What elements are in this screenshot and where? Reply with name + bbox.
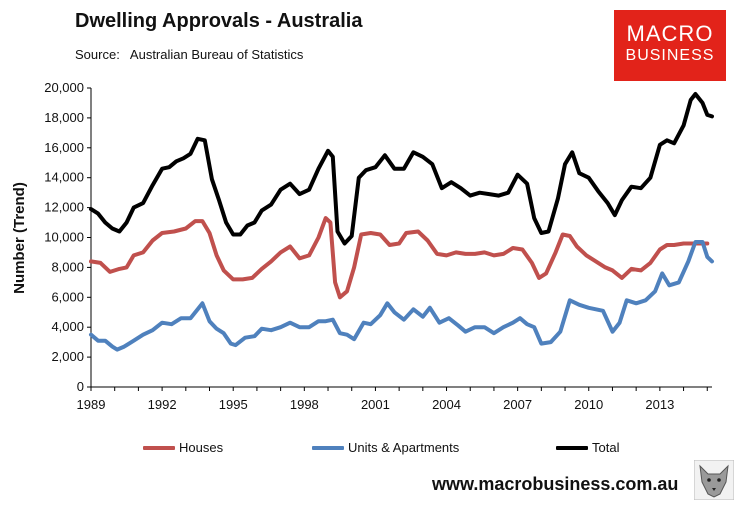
y-tick-label: 18,000 (44, 110, 84, 125)
source-note: Source: Australian Bureau of Statistics (75, 47, 304, 62)
legend-item-total: Total (556, 440, 619, 455)
x-tick-label: 2013 (645, 397, 674, 412)
y-tick-label: 0 (77, 379, 84, 394)
legend-label-total: Total (592, 440, 620, 455)
x-tick-label: 2007 (503, 397, 532, 412)
x-tick-label: 1995 (219, 397, 248, 412)
website-url: www.macrobusiness.com.au (432, 474, 679, 494)
x-tick-label: 2001 (361, 397, 390, 412)
y-tick-label: 4,000 (51, 319, 84, 334)
y-tick-label: 20,000 (44, 80, 84, 95)
y-tick-label: 12,000 (44, 200, 84, 215)
x-tick-label: 2010 (574, 397, 603, 412)
wolf-mascot-icon (694, 460, 734, 500)
logo-line2: BUSINESS (625, 47, 715, 64)
chart-title: Dwelling Approvals - Australia (75, 10, 363, 32)
units-apartments-line (89, 240, 714, 352)
chart-series (89, 92, 714, 352)
y-tick-label: 14,000 (44, 170, 84, 185)
chart-axes: 0 2,000 4,000 6,000 8,000 10,000 12,000 14,000 1… (44, 80, 712, 412)
legend-label-units: Units & Apartments (348, 440, 460, 455)
legend-item-houses: Houses (143, 440, 223, 455)
total-line (89, 92, 714, 246)
x-tick-label: 1992 (148, 397, 177, 412)
legend-label-houses: Houses (179, 440, 224, 455)
y-tick-label: 2,000 (51, 349, 84, 364)
x-tick-label: 2004 (432, 397, 461, 412)
units-swatch (312, 445, 344, 450)
logo-line1: MACRO (626, 21, 714, 46)
y-axis-label: Number (Trend) (11, 182, 28, 294)
macrobusiness-logo: MACRO BUSINESS (614, 10, 726, 81)
y-tick-label: 10,000 (44, 230, 84, 245)
total-swatch (556, 445, 588, 450)
legend-item-units: Units & Apartments (312, 440, 459, 455)
houses-swatch (143, 445, 175, 450)
y-tick-label: 8,000 (51, 259, 84, 274)
x-tick-label: 1998 (290, 397, 319, 412)
y-tick-label: 16,000 (44, 140, 84, 155)
y-tick-label: 6,000 (51, 289, 84, 304)
x-tick-label: 1989 (77, 397, 106, 412)
houses-line (89, 216, 710, 300)
